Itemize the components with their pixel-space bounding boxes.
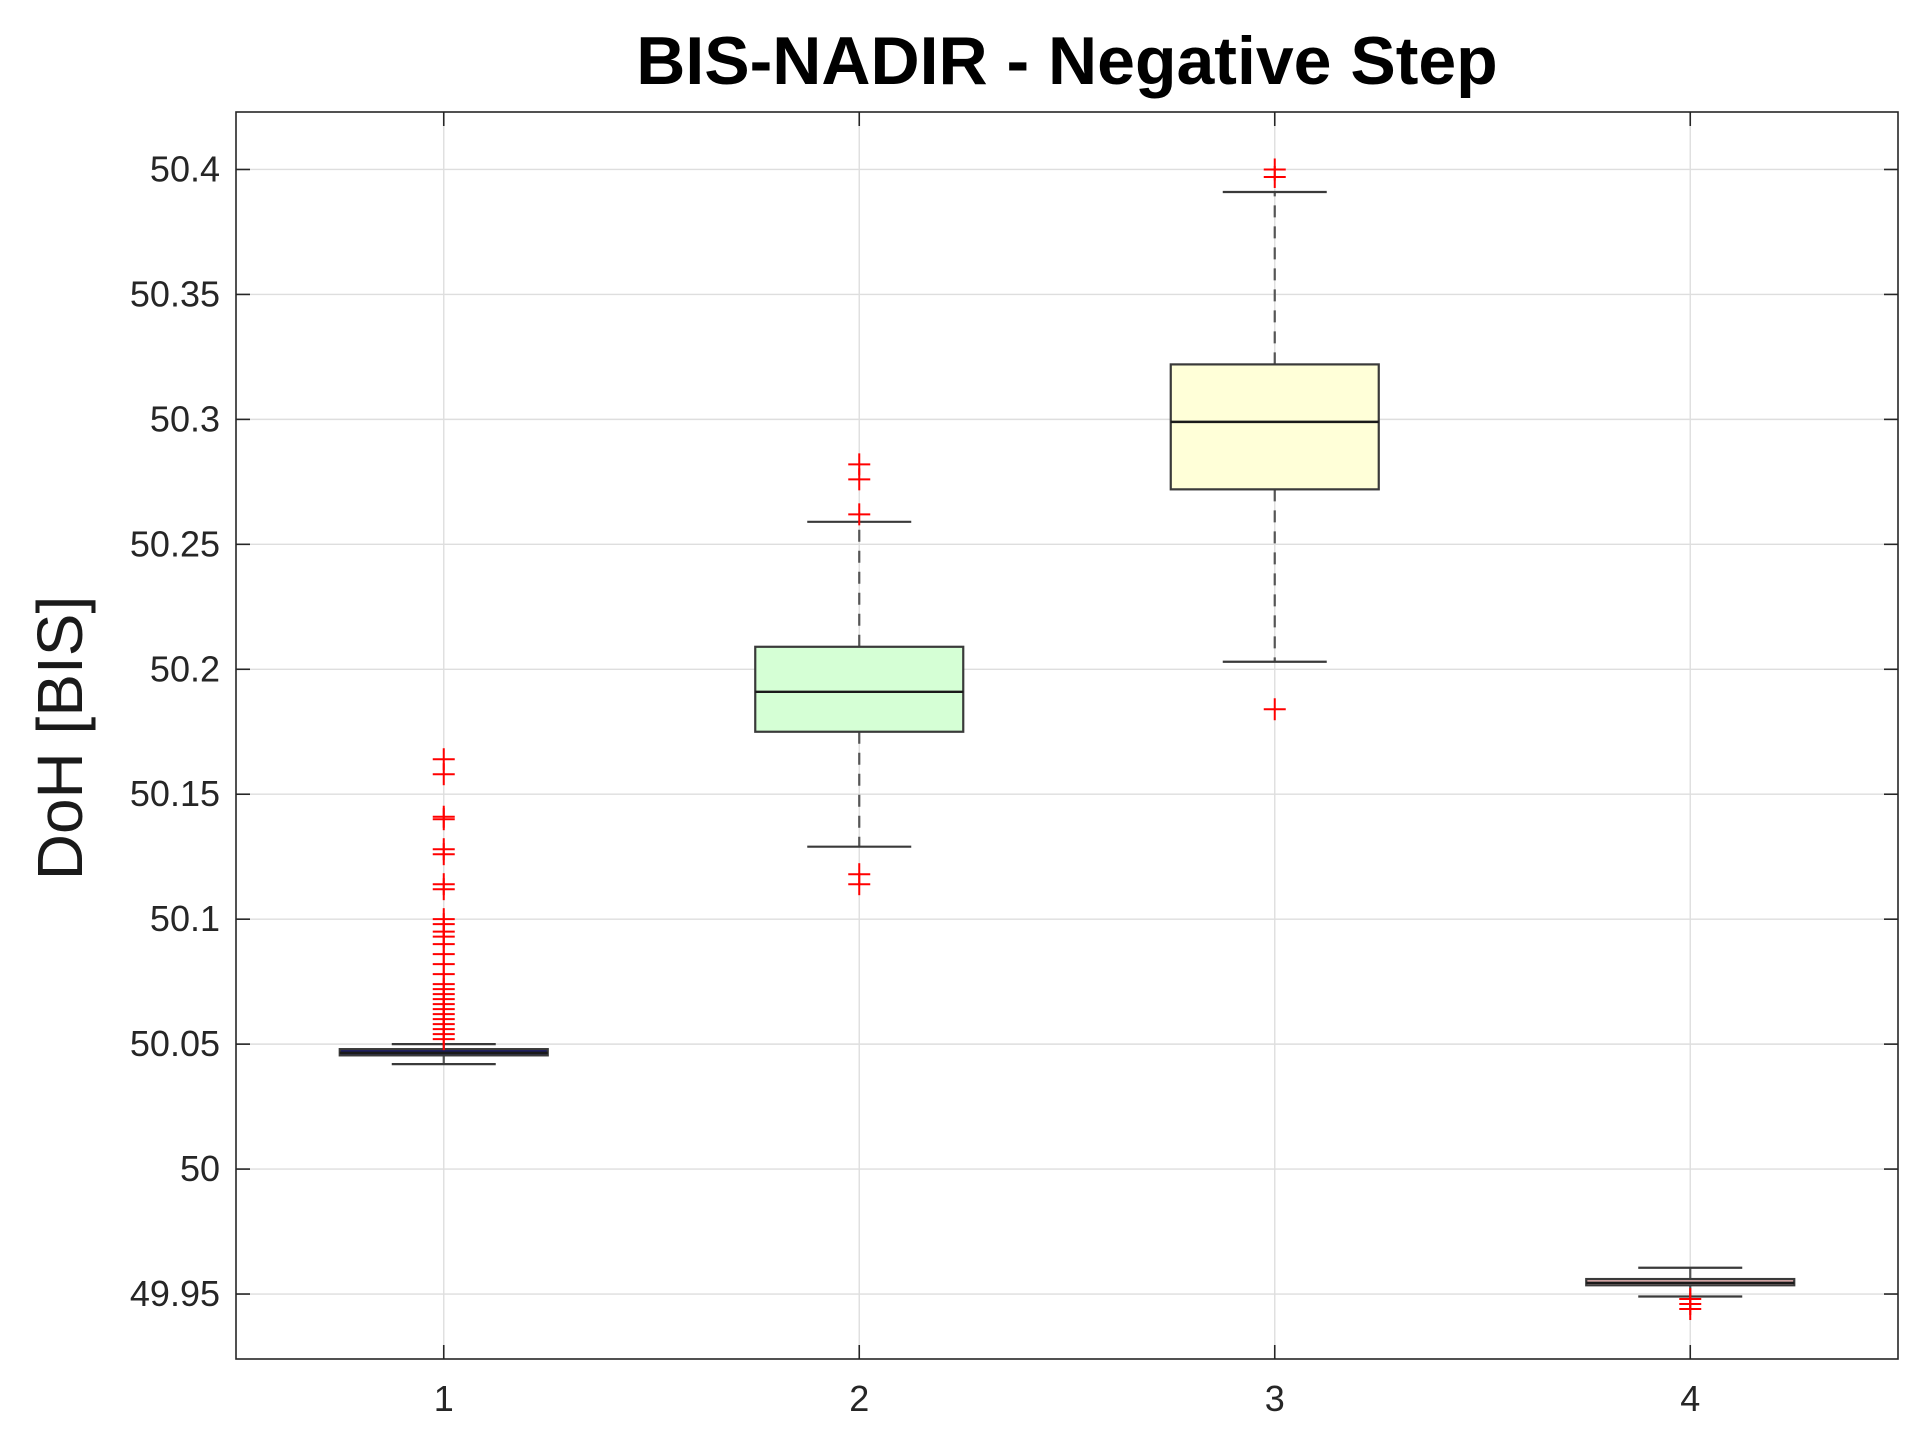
box-group-3	[1169, 158, 1380, 721]
axis-ticks: 49.95 50 50.05 50.1 50.15 50.2 50.25 50.3 50.35 5…	[130, 112, 1898, 1419]
box-series	[338, 158, 1796, 1321]
outlier-marker	[432, 873, 455, 896]
y-tick-label: 50.1	[150, 898, 220, 939]
outlier-marker	[432, 805, 455, 828]
outlier-marker	[848, 453, 871, 476]
y-tick-label: 49.95	[130, 1273, 220, 1314]
y-tick-label: 50.35	[130, 273, 220, 314]
box-group-2	[754, 453, 965, 896]
x-tick-label: 2	[849, 1378, 869, 1419]
y-tick-label: 50.25	[130, 523, 220, 564]
plot-frame	[235, 111, 1899, 1360]
box-group-4	[1585, 1266, 1796, 1321]
x-tick-label: 4	[1680, 1378, 1700, 1419]
box-body	[1169, 363, 1380, 491]
box-group-1	[338, 748, 549, 1066]
grid-lines	[236, 112, 1898, 1359]
x-tick-label: 1	[434, 1378, 454, 1419]
y-tick-label: 50.05	[130, 1023, 220, 1064]
outlier-marker	[848, 503, 871, 526]
chart-title: BIS-NADIR - Negative Step	[636, 23, 1497, 99]
y-tick-label: 50.4	[150, 148, 220, 189]
x-tick-label: 3	[1265, 1378, 1285, 1419]
y-tick-label: 50	[180, 1148, 220, 1189]
y-tick-label: 50.3	[150, 398, 220, 439]
outlier-marker	[1263, 158, 1286, 181]
outlier-marker	[432, 908, 455, 931]
outlier-marker	[432, 748, 455, 771]
y-tick-label: 50.2	[150, 648, 220, 689]
outlier-marker	[1263, 698, 1286, 721]
outlier-marker	[432, 838, 455, 861]
outlier-marker	[848, 863, 871, 886]
y-axis-label: DoH [BIS]	[24, 596, 96, 881]
box-body	[754, 645, 965, 733]
y-tick-label: 50.15	[130, 773, 220, 814]
outlier-marker	[1679, 1288, 1702, 1311]
